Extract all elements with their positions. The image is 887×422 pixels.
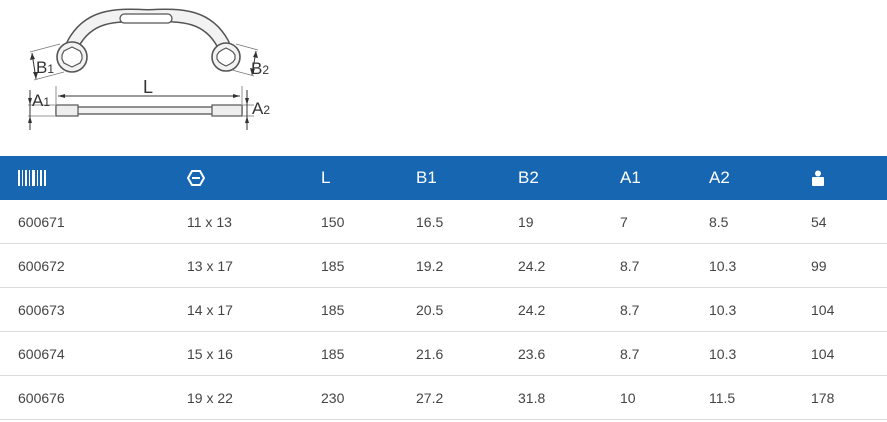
header-a1: A1 xyxy=(620,168,641,187)
cell-a1: 7 xyxy=(620,214,628,230)
cell-l: 185 xyxy=(321,258,345,274)
cell-b2: 24.2 xyxy=(518,302,546,318)
spec-table: L B1 B2 A1 A2 600671 11 x 13 150 16.5 19… xyxy=(0,156,887,420)
cell-b2: 19 xyxy=(518,214,534,230)
cell-b2: 23.6 xyxy=(518,346,546,362)
cell-a2: 10.3 xyxy=(709,346,737,362)
cell-b1: 16.5 xyxy=(416,214,444,230)
cell-b2: 31.8 xyxy=(518,390,546,406)
barcode-icon xyxy=(18,156,46,200)
cell-article: 600673 xyxy=(18,302,65,318)
table-row: 600671 11 x 13 150 16.5 19 7 8.5 54 xyxy=(0,200,887,244)
label-a2: A2 xyxy=(252,99,270,118)
table-row: 600673 14 x 17 185 20.5 24.2 8.7 10.3 10… xyxy=(0,288,887,332)
cell-size: 19 x 22 xyxy=(187,390,233,406)
cell-l: 185 xyxy=(321,346,345,362)
header-a2: A2 xyxy=(709,168,730,187)
cell-a2: 10.3 xyxy=(709,258,737,274)
wrench-dimension-diagram: B1 B2 L A1 A2 xyxy=(18,6,288,146)
cell-size: 13 x 17 xyxy=(187,258,233,274)
header-l: L xyxy=(321,168,331,187)
cell-b1: 20.5 xyxy=(416,302,444,318)
cell-weight: 104 xyxy=(811,302,835,318)
cell-b1: 27.2 xyxy=(416,390,444,406)
wrench-drawing: B1 B2 L A1 A2 xyxy=(28,8,270,130)
cell-size: 11 x 13 xyxy=(187,214,232,230)
cell-a1: 10 xyxy=(620,390,636,406)
cell-b2: 24.2 xyxy=(518,258,546,274)
cell-a1: 8.7 xyxy=(620,258,640,274)
cell-a1: 8.7 xyxy=(620,346,640,362)
cell-size: 15 x 16 xyxy=(187,346,233,362)
cell-a1: 8.7 xyxy=(620,302,640,318)
cell-a2: 10.3 xyxy=(709,302,737,318)
weight-icon xyxy=(811,156,825,200)
handle-slot xyxy=(119,13,173,24)
table-row: 600672 13 x 17 185 19.2 24.2 8.7 10.3 99 xyxy=(0,244,887,288)
table-header: L B1 B2 A1 A2 xyxy=(0,156,887,200)
cell-l: 185 xyxy=(321,302,345,318)
cell-l: 230 xyxy=(321,390,345,406)
label-b2: B2 xyxy=(251,59,269,78)
cell-weight: 104 xyxy=(811,346,835,362)
cell-weight: 54 xyxy=(811,214,827,230)
cell-article: 600672 xyxy=(18,258,65,274)
cell-article: 600671 xyxy=(18,214,65,230)
cell-weight: 99 xyxy=(811,258,827,274)
header-b2: B2 xyxy=(518,168,539,187)
cell-weight: 178 xyxy=(811,390,835,406)
table-row: 600676 19 x 22 230 27.2 31.8 10 11.5 178 xyxy=(0,376,887,420)
cell-a2: 8.5 xyxy=(709,214,729,230)
cell-b1: 21.6 xyxy=(416,346,444,362)
cell-article: 600676 xyxy=(18,390,65,406)
cell-a2: 11.5 xyxy=(709,390,736,406)
table-row: 600674 15 x 16 185 21.6 23.6 8.7 10.3 10… xyxy=(0,332,887,376)
header-b1: B1 xyxy=(416,168,437,187)
label-l: L xyxy=(143,77,153,97)
cell-article: 600674 xyxy=(18,346,65,362)
cell-b1: 19.2 xyxy=(416,258,444,274)
cell-l: 150 xyxy=(321,214,345,230)
label-a1: A1 xyxy=(32,91,50,110)
cell-size: 14 x 17 xyxy=(187,302,233,318)
label-b1: B1 xyxy=(36,58,54,77)
wrench-size-icon xyxy=(187,156,205,200)
